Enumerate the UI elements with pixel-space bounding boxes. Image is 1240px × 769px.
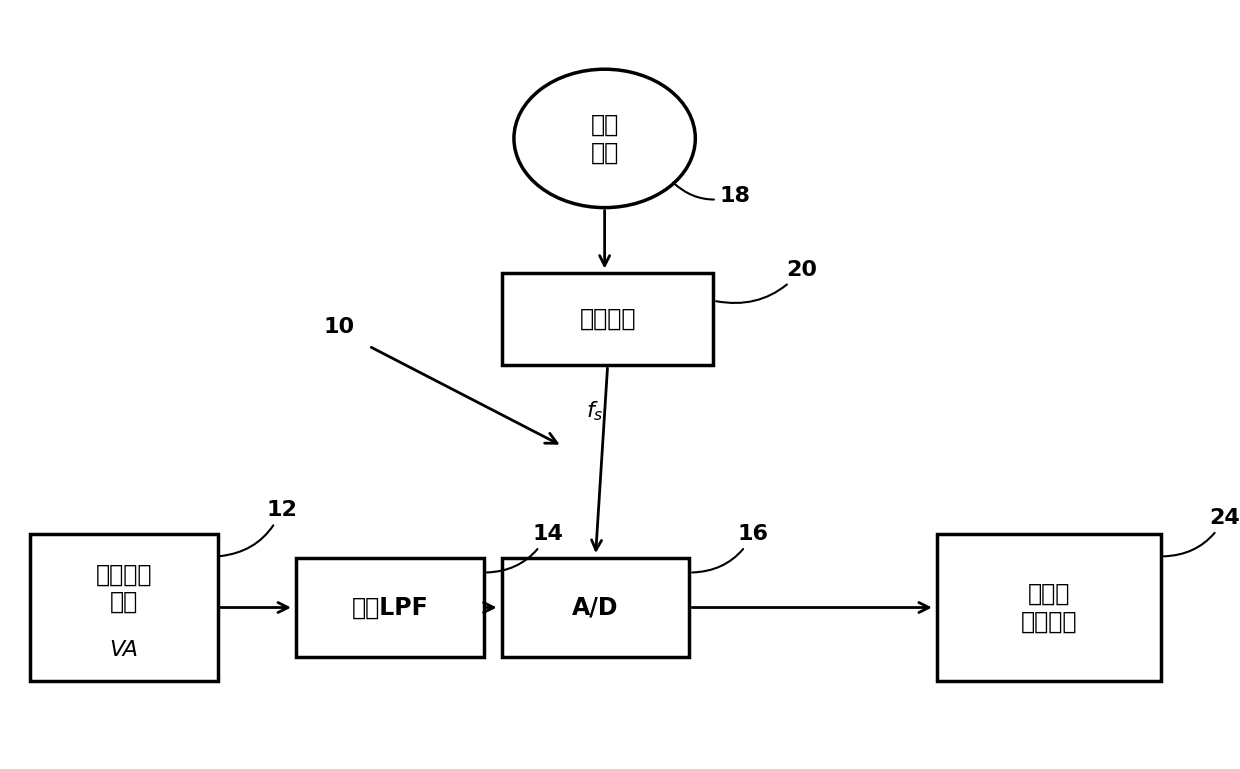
Text: 24: 24 bbox=[1163, 508, 1240, 556]
Text: 18: 18 bbox=[673, 182, 750, 206]
Text: 14: 14 bbox=[486, 524, 563, 572]
Text: 采样间隔: 采样间隔 bbox=[579, 307, 636, 331]
Ellipse shape bbox=[513, 69, 696, 208]
Text: $f_s$: $f_s$ bbox=[587, 400, 604, 423]
FancyBboxPatch shape bbox=[30, 534, 218, 681]
Text: A/D: A/D bbox=[573, 595, 619, 620]
Text: VA: VA bbox=[109, 640, 139, 660]
Text: 10: 10 bbox=[324, 317, 355, 337]
Text: 本地
时钟: 本地 时钟 bbox=[590, 112, 619, 165]
Text: 示波法
谐波分析: 示波法 谐波分析 bbox=[1021, 581, 1078, 634]
Text: 硬件LPF: 硬件LPF bbox=[352, 595, 428, 620]
FancyBboxPatch shape bbox=[502, 558, 689, 657]
FancyBboxPatch shape bbox=[937, 534, 1161, 681]
Text: 20: 20 bbox=[717, 260, 817, 303]
FancyBboxPatch shape bbox=[502, 273, 713, 365]
Text: 12: 12 bbox=[221, 500, 296, 556]
Text: 本地模拟
信道: 本地模拟 信道 bbox=[95, 562, 153, 614]
FancyBboxPatch shape bbox=[296, 558, 484, 657]
Text: 16: 16 bbox=[692, 524, 769, 572]
